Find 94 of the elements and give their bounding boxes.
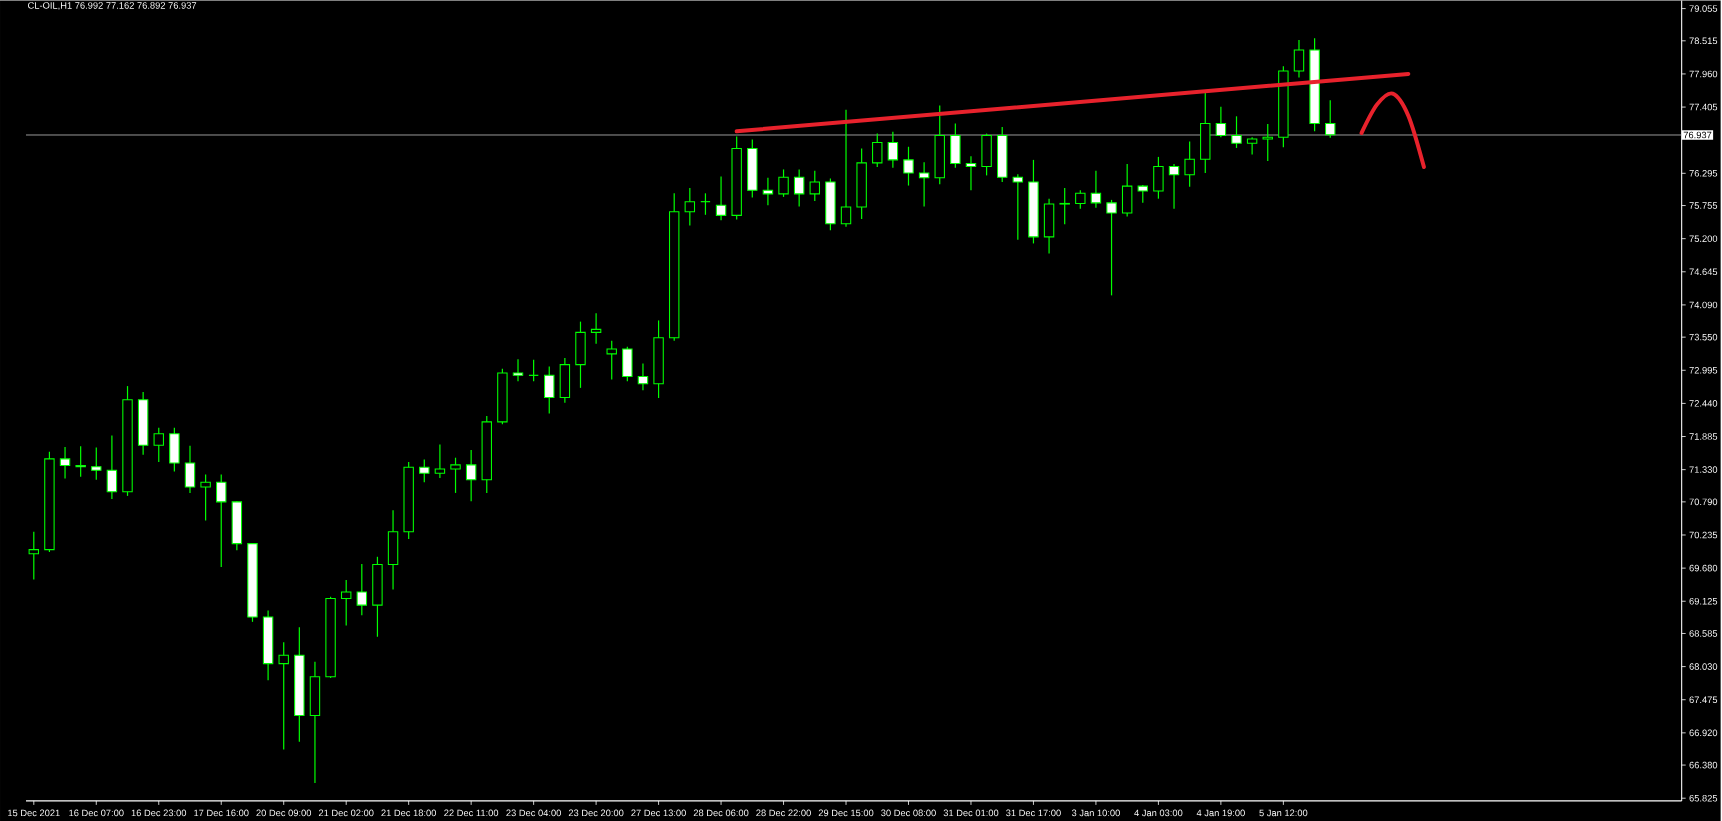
y-tick-label: 73.550 bbox=[1689, 333, 1718, 341]
candlestick bbox=[59, 446, 71, 480]
candlestick bbox=[1090, 170, 1102, 209]
candlestick bbox=[356, 563, 368, 616]
candlestick bbox=[684, 187, 696, 227]
chart-title: CL-OIL,H1 76.992 77.162 76.892 76.937 bbox=[28, 2, 197, 10]
y-tick-label: 71.330 bbox=[1689, 466, 1718, 473]
candlestick bbox=[887, 131, 899, 169]
x-tick-label: 31 Dec 17:00 bbox=[1006, 809, 1061, 817]
candlestick bbox=[1293, 39, 1305, 79]
candlestick bbox=[809, 170, 821, 202]
candlestick bbox=[793, 168, 805, 208]
y-tick-label: 77.405 bbox=[1689, 103, 1718, 111]
candlestick bbox=[1059, 187, 1070, 225]
candlestick bbox=[903, 146, 914, 187]
candlestick bbox=[1215, 106, 1227, 138]
y-tick-label: 77.960 bbox=[1689, 70, 1718, 78]
y-tick-label: 69.125 bbox=[1689, 598, 1718, 605]
candlestick bbox=[778, 168, 789, 198]
x-tick-label: 16 Dec 07:00 bbox=[69, 809, 124, 817]
candlestick bbox=[1246, 136, 1258, 156]
y-tick-label: 69.680 bbox=[1689, 564, 1718, 572]
y-tick-label: 76.295 bbox=[1689, 170, 1718, 177]
y-tick-label: 74.645 bbox=[1689, 268, 1718, 276]
candlestick bbox=[106, 435, 118, 500]
x-tick-label: 29 Dec 15:00 bbox=[818, 809, 874, 817]
y-tick-label: 79.055 bbox=[1689, 5, 1718, 12]
candlestick bbox=[1184, 140, 1195, 188]
x-tick-label: 21 Dec 18:00 bbox=[381, 809, 437, 817]
candlestick bbox=[762, 177, 774, 206]
candlestick bbox=[153, 427, 164, 463]
candlestick bbox=[184, 445, 196, 494]
x-tick-label: 30 Dec 08:00 bbox=[881, 809, 936, 817]
x-tick-label: 23 Dec 04:00 bbox=[506, 809, 561, 817]
candlestick bbox=[918, 161, 930, 208]
candlestick bbox=[1106, 199, 1117, 297]
candlestick bbox=[450, 457, 461, 494]
y-tick-label: 72.440 bbox=[1689, 400, 1718, 407]
candlestick bbox=[965, 155, 977, 191]
x-tick-label: 4 Jan 03:00 bbox=[1134, 809, 1183, 817]
y-tick-label: 75.200 bbox=[1689, 235, 1718, 243]
candlestick bbox=[75, 445, 86, 478]
x-tick-label: 15 Dec 2021 bbox=[8, 809, 60, 817]
candlestick bbox=[434, 444, 446, 479]
candlestick bbox=[544, 365, 555, 415]
x-tick-label: 22 Dec 11:00 bbox=[444, 809, 499, 817]
candlestick bbox=[1168, 163, 1180, 210]
candlestick bbox=[1231, 115, 1242, 149]
y-tick-label: 66.920 bbox=[1689, 729, 1718, 737]
x-tick-label: 4 Jan 19:00 bbox=[1196, 809, 1245, 817]
candlestick bbox=[872, 133, 883, 168]
x-tick-label: 31 Dec 01:00 bbox=[943, 809, 999, 817]
candlestick bbox=[715, 176, 727, 221]
candlestick bbox=[1325, 99, 1336, 139]
candlestick bbox=[91, 447, 102, 481]
y-tick-label: 74.090 bbox=[1689, 301, 1718, 309]
candlestick bbox=[840, 109, 852, 228]
y-tick-label: 75.755 bbox=[1689, 202, 1718, 209]
ref-line-label: 76.937 bbox=[1683, 131, 1712, 139]
x-tick-label: 3 Jan 10:00 bbox=[1071, 809, 1120, 817]
y-tick-label: 67.475 bbox=[1689, 696, 1718, 704]
x-tick-label: 21 Dec 02:00 bbox=[318, 809, 374, 817]
candlestick bbox=[590, 312, 602, 345]
candlestick bbox=[1012, 173, 1024, 241]
candlestick bbox=[28, 531, 40, 581]
x-tick-label: 23 Dec 20:00 bbox=[568, 809, 624, 817]
candlestick bbox=[200, 473, 211, 522]
candlestick bbox=[1075, 189, 1086, 210]
candlestick bbox=[606, 340, 617, 381]
y-tick-label: 72.995 bbox=[1689, 367, 1718, 374]
y-tick-label: 71.885 bbox=[1689, 433, 1718, 440]
x-tick-label: 16 Dec 23:00 bbox=[131, 809, 187, 817]
x-tick-label: 28 Dec 06:00 bbox=[693, 809, 749, 817]
line-series bbox=[1359, 91, 1426, 170]
x-tick-label: 5 Jan 12:00 bbox=[1259, 809, 1308, 817]
candlestick bbox=[278, 641, 289, 751]
candlestick bbox=[1262, 123, 1273, 162]
y-tick-label: 68.585 bbox=[1689, 630, 1718, 637]
x-tick-label: 27 Dec 13:00 bbox=[631, 809, 686, 817]
x-tick-label: 28 Dec 22:00 bbox=[756, 809, 811, 817]
y-tick-label: 78.515 bbox=[1689, 37, 1718, 45]
candlestick bbox=[419, 458, 430, 483]
y-tick-label: 66.380 bbox=[1689, 761, 1718, 769]
x-tick-label: 17 Dec 16:00 bbox=[194, 809, 249, 817]
x-tick-label: 20 Dec 09:00 bbox=[256, 809, 312, 817]
y-tick-label: 70.790 bbox=[1689, 498, 1718, 506]
y-tick-label: 68.030 bbox=[1689, 663, 1718, 670]
candlestick bbox=[216, 473, 227, 568]
candlestick bbox=[340, 579, 352, 627]
candlestick bbox=[465, 449, 477, 502]
y-tick-label: 65.825 bbox=[1689, 794, 1718, 802]
y-tick-label: 70.235 bbox=[1689, 531, 1718, 539]
candlestick bbox=[512, 358, 524, 382]
candlestick bbox=[637, 362, 649, 391]
